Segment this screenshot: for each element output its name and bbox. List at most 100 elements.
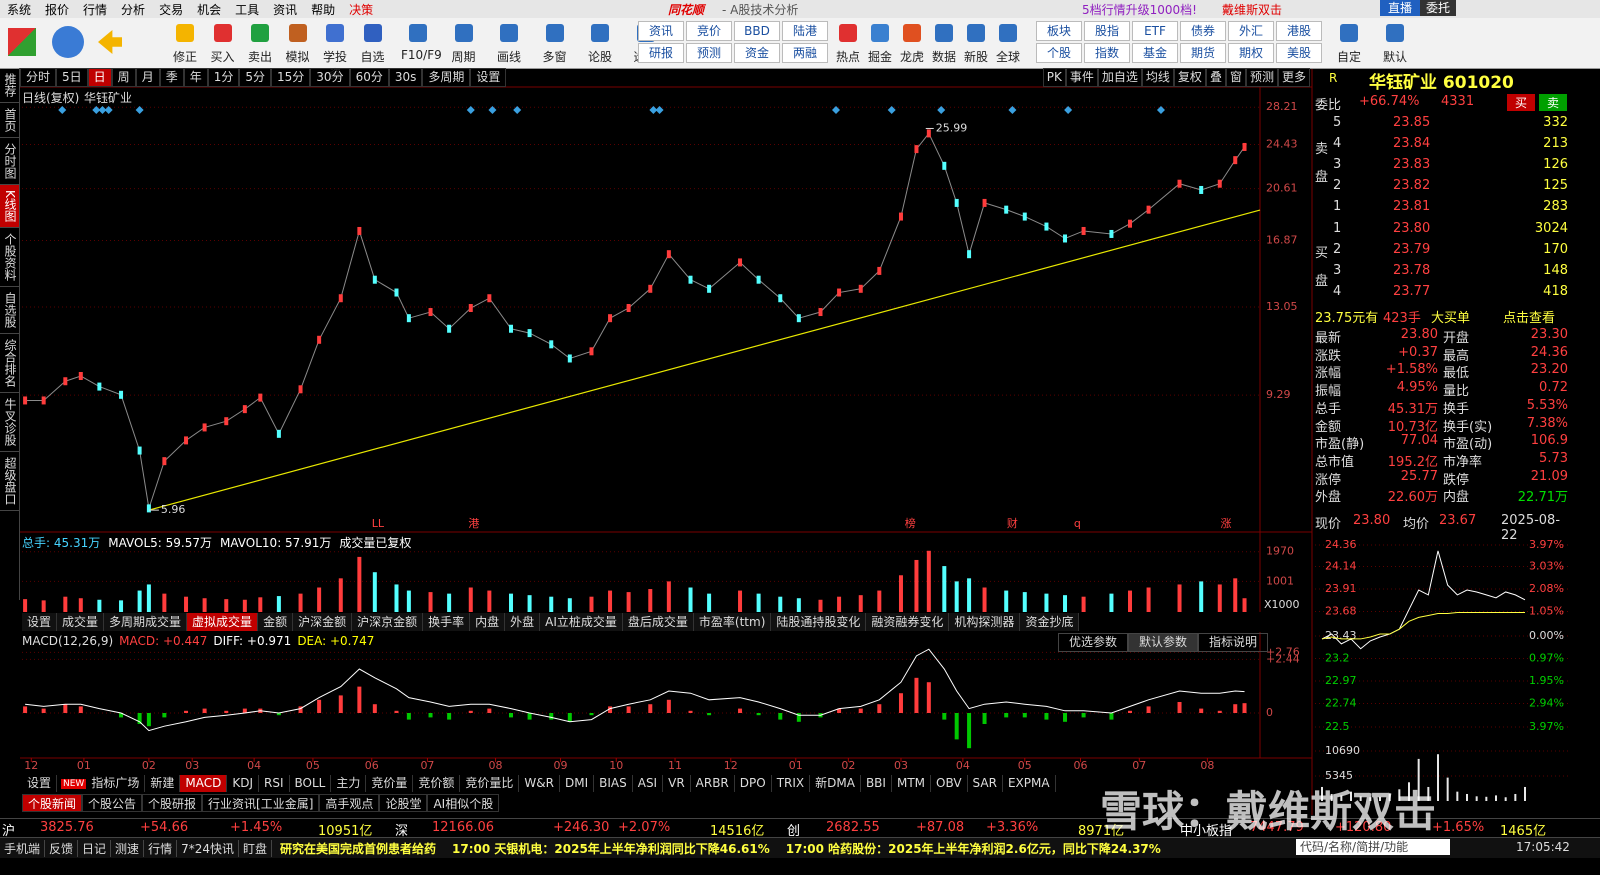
market-link[interactable]: 基金 — [1132, 43, 1178, 63]
indicator-tab[interactable]: BIAS — [594, 775, 633, 792]
sidebar-tab[interactable]: 综合排名 — [0, 334, 19, 393]
period-tool[interactable]: 加自选 — [1097, 68, 1142, 87]
indicator-tab[interactable]: 竞价量比 — [460, 775, 520, 792]
period-tab[interactable]: 5分 — [239, 68, 272, 87]
indicator-tab[interactable]: 市盈率(ttm) — [694, 613, 772, 631]
tool-button[interactable]: 全球 — [995, 50, 1020, 64]
indicator-tab[interactable]: ASI — [633, 775, 664, 792]
status-button[interactable]: 测速 — [111, 839, 145, 857]
tool-button[interactable]: 自选 — [360, 50, 385, 64]
period-tab[interactable]: 周 — [111, 68, 136, 87]
news-tab[interactable]: 论股堂 — [379, 794, 428, 812]
tool-button[interactable]: F10/F9 — [401, 48, 442, 62]
period-tab[interactable]: 日 — [87, 68, 112, 87]
period-tab[interactable]: 设置 — [470, 68, 507, 87]
menu-item[interactable]: 交易 — [159, 2, 184, 17]
market-link[interactable]: 期货 — [1180, 43, 1226, 63]
menu-item[interactable]: 报价 — [45, 2, 70, 17]
quick-link[interactable]: 资讯 — [638, 21, 684, 41]
period-tab[interactable]: 30分 — [310, 68, 350, 87]
news-tab[interactable]: 行业资讯[工业金属] — [202, 794, 320, 812]
indicator-tab[interactable]: OBV — [931, 775, 968, 792]
status-button[interactable]: 盯盘 — [239, 839, 272, 857]
indicator-tab[interactable]: VR — [663, 775, 691, 792]
indicator-tab[interactable]: AI立桩成交量 — [540, 613, 623, 631]
indicator-tab[interactable]: KDJ — [227, 775, 260, 792]
quick-link[interactable]: BBD — [734, 21, 780, 41]
indicator-tab[interactable]: 资金抄底 — [1020, 613, 1080, 631]
status-button[interactable]: 日记 — [78, 839, 112, 857]
period-tab[interactable]: 季 — [159, 68, 184, 87]
period-tab[interactable]: 30s — [388, 68, 423, 87]
quick-link[interactable]: 陆港 — [782, 21, 828, 41]
tool-button[interactable]: 数据 — [931, 50, 956, 64]
tool-button[interactable]: 卖出 — [247, 50, 272, 64]
tool-button[interactable]: 热点 — [835, 50, 860, 64]
status-button[interactable]: 反馈 — [45, 839, 79, 857]
indicator-tab[interactable]: 融资融券变化 — [866, 613, 950, 631]
tool-button[interactable]: 新股 — [963, 50, 988, 64]
market-link[interactable]: 港股 — [1276, 21, 1322, 41]
market-link[interactable]: ETF — [1132, 21, 1178, 41]
period-tab[interactable]: 多周期 — [422, 68, 471, 87]
menu-item[interactable]: 机会 — [197, 2, 222, 17]
quick-link[interactable]: 两融 — [782, 43, 828, 63]
tool-button[interactable]: 修正 — [172, 50, 197, 64]
indicator-tab[interactable]: 内盘 — [470, 613, 506, 631]
big-order[interactable]: 点击查看 — [1503, 311, 1556, 326]
indicator-tab[interactable]: EXPMA — [1003, 775, 1056, 792]
tool-button[interactable]: 多窗 — [542, 50, 567, 64]
market-link[interactable]: 个股 — [1036, 43, 1082, 63]
tool-button[interactable]: 默认 — [1382, 50, 1407, 64]
sidebar-tab[interactable]: K线图 — [0, 185, 19, 228]
menu-item[interactable]: 系统 — [7, 2, 32, 17]
period-tool[interactable]: 更多 — [1277, 68, 1310, 87]
period-tool[interactable]: 事件 — [1065, 68, 1098, 87]
tool-button[interactable]: 自定 — [1336, 50, 1361, 64]
sidebar-tab[interactable]: 个股资料 — [0, 228, 19, 287]
market-link[interactable]: 债券 — [1180, 21, 1226, 41]
tool-button[interactable]: 掘金 — [867, 50, 892, 64]
indicator-tab[interactable]: 沪深金额 — [293, 613, 353, 631]
tool-button[interactable]: 买入 — [210, 50, 235, 64]
quick-link[interactable]: 资金 — [734, 43, 780, 63]
menu-item[interactable]: 帮助 — [311, 2, 336, 17]
sidebar-tab[interactable]: 首页 — [0, 103, 19, 138]
indicator-tab[interactable]: 陆股通持股变化 — [771, 613, 867, 631]
period-tab[interactable]: 15分 — [271, 68, 311, 87]
menu-item[interactable]: 分析 — [121, 2, 146, 17]
news-tab[interactable]: AI相似个股 — [427, 794, 500, 812]
period-tab[interactable]: 月 — [135, 68, 160, 87]
period-tool[interactable]: 均线 — [1141, 68, 1174, 87]
tool-button[interactable]: 周期 — [451, 50, 476, 64]
indicator-tab[interactable]: 新DMA — [810, 775, 861, 792]
indicator-tab[interactable]: ARBR — [691, 775, 735, 792]
param-button[interactable]: 指标说明 — [1198, 633, 1269, 652]
sidebar-tab[interactable]: 分时图 — [0, 138, 19, 185]
param-button[interactable]: 默认参数 — [1128, 633, 1199, 652]
indicator-tab[interactable]: MTM — [892, 775, 932, 792]
indicator-tab[interactable]: 竞价额 — [413, 775, 461, 792]
period-tab[interactable]: 5日 — [56, 68, 88, 87]
indicator-tab[interactable]: RSI — [259, 775, 290, 792]
indicator-tab[interactable]: 竞价量 — [366, 775, 414, 792]
indicator-tab[interactable]: 设置 — [22, 613, 58, 631]
indicator-tab[interactable]: BBI — [861, 775, 892, 792]
indicator-tab[interactable]: 换手率 — [423, 613, 471, 631]
indicator-tab[interactable]: DPO — [735, 775, 772, 792]
period-tool[interactable]: PK — [1042, 68, 1066, 87]
indicator-tab[interactable]: 机构探测器 — [949, 613, 1021, 631]
market-link[interactable]: 美股 — [1276, 43, 1322, 63]
tool-button[interactable]: 画线 — [496, 50, 521, 64]
live-button[interactable]: 直播 — [1380, 0, 1421, 16]
news-tab[interactable]: 高手观点 — [319, 794, 380, 812]
status-button[interactable]: 7*24快讯 — [177, 839, 239, 857]
indicator-tab[interactable]: 设置 — [22, 775, 58, 792]
period-tool[interactable]: 预测 — [1245, 68, 1278, 87]
indicator-tab[interactable]: 多周期成交量 — [104, 613, 188, 631]
menu-item[interactable]: 决策 — [349, 2, 374, 17]
indicator-tab[interactable]: 新建 — [145, 775, 181, 792]
sell-button[interactable]: 卖 — [1539, 94, 1568, 111]
search-box[interactable]: 代码/名称/简拼/功能 — [1296, 839, 1450, 855]
quick-link[interactable]: 竞价 — [686, 21, 732, 41]
